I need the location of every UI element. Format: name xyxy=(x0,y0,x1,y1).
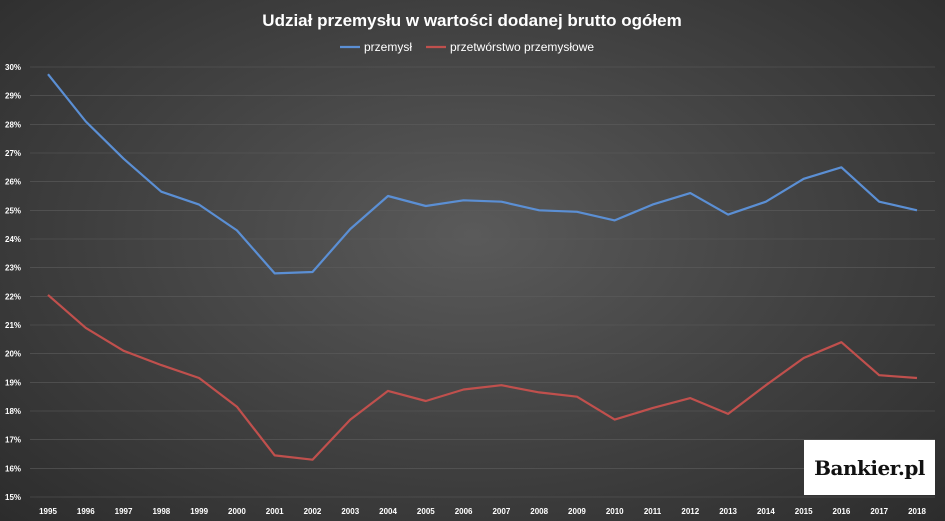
y-tick-label: 24% xyxy=(5,235,21,244)
y-tick-label: 16% xyxy=(5,464,21,473)
x-tick-label: 2000 xyxy=(228,507,246,516)
y-tick-label: 27% xyxy=(5,149,21,158)
bankier-logo: Bankier.pl xyxy=(804,440,935,495)
y-tick-label: 25% xyxy=(5,206,21,215)
x-tick-label: 2006 xyxy=(455,507,473,516)
x-tick-label: 2007 xyxy=(492,507,510,516)
legend-label: przemysł xyxy=(364,40,412,54)
series-line-2 xyxy=(47,294,918,461)
y-tick-label: 19% xyxy=(5,378,21,387)
x-tick-label: 2016 xyxy=(833,507,851,516)
series-line-1 xyxy=(47,73,918,275)
x-tick-label: 2005 xyxy=(417,507,435,516)
x-tick-label: 2004 xyxy=(379,507,397,516)
logo-text: Bankier.pl xyxy=(814,455,925,480)
x-tick-label: 1999 xyxy=(190,507,208,516)
x-tick-label: 2001 xyxy=(266,507,284,516)
x-tick-label: 2018 xyxy=(908,507,926,516)
y-tick-label: 26% xyxy=(5,178,21,187)
x-tick-label: 1997 xyxy=(115,507,133,516)
x-tick-label: 2008 xyxy=(530,507,548,516)
y-tick-label: 20% xyxy=(5,350,21,359)
x-tick-label: 2010 xyxy=(606,507,624,516)
legend: przemysł przetwórstwo przemysłowe xyxy=(340,40,594,54)
x-tick-label: 2002 xyxy=(304,507,322,516)
y-tick-label: 21% xyxy=(5,321,21,330)
legend-label: przetwórstwo przemysłowe xyxy=(450,40,594,54)
gridlines xyxy=(30,66,935,498)
x-tick-label: 2009 xyxy=(568,507,586,516)
x-tick-label: 2017 xyxy=(870,507,888,516)
chart-title: Udział przemysłu w wartości dodanej brut… xyxy=(262,11,681,30)
y-tick-label: 28% xyxy=(5,120,21,129)
x-tick-label: 2014 xyxy=(757,507,775,516)
x-axis: 1995 1996 1997 1998 1999 2000 2001 2002 2003 2004… xyxy=(39,507,926,516)
x-tick-label: 1995 xyxy=(39,507,57,516)
x-tick-label: 2012 xyxy=(681,507,699,516)
y-tick-label: 30% xyxy=(5,63,21,72)
y-tick-label: 17% xyxy=(5,436,21,445)
y-tick-label: 18% xyxy=(5,407,21,416)
y-axis: 15% 16% 17% 18% 19% 20% 21% 22% 23% 24% 25% 26% 27% 2… xyxy=(5,63,21,502)
x-tick-label: 1996 xyxy=(77,507,95,516)
y-tick-label: 23% xyxy=(5,264,21,273)
y-tick-label: 29% xyxy=(5,92,21,101)
y-tick-label: 15% xyxy=(5,493,21,502)
x-tick-label: 2011 xyxy=(644,507,662,516)
y-tick-label: 22% xyxy=(5,292,21,301)
x-tick-label: 2015 xyxy=(795,507,813,516)
x-tick-label: 2013 xyxy=(719,507,737,516)
x-tick-label: 1998 xyxy=(152,507,170,516)
x-tick-label: 2003 xyxy=(341,507,359,516)
series-lines xyxy=(47,73,918,461)
